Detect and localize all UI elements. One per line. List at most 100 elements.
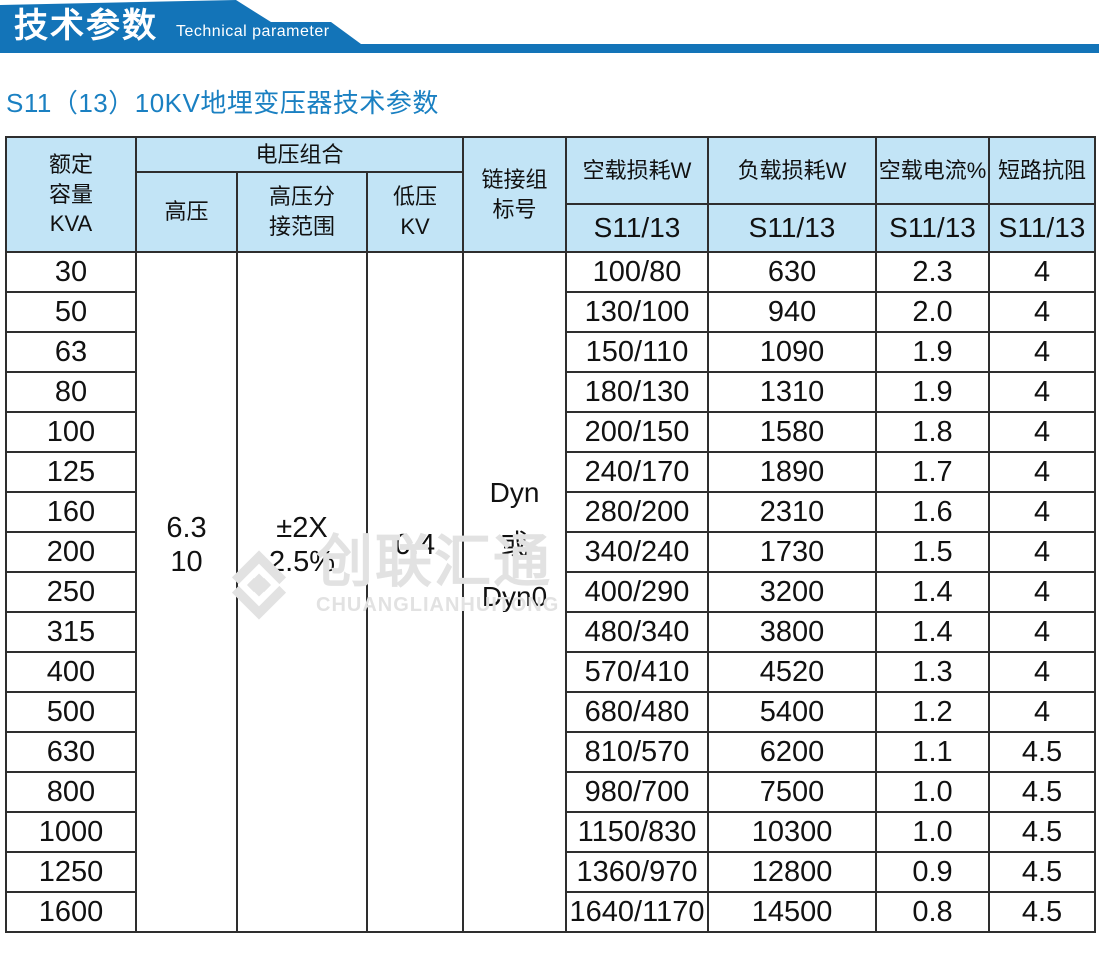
- table-row: 100 200/150 1580 1.8 4: [5, 411, 1097, 453]
- noload-current-cell: 1.1: [875, 731, 991, 773]
- load-loss-cell: 3200: [707, 571, 878, 613]
- load-loss-cell: 1890: [707, 451, 878, 493]
- load-loss-cell: 940: [707, 291, 878, 333]
- load-loss-cell: 6200: [707, 731, 878, 773]
- watermark-text: 创联汇通 CHUANGLIANHUITONG: [316, 532, 559, 617]
- noload-loss-cell: 200/150: [565, 411, 710, 453]
- impedance-cell: 4: [988, 371, 1097, 413]
- noload-loss-cell: 240/170: [565, 451, 710, 493]
- subheader-load-loss-model: S11/13: [707, 203, 878, 253]
- noload-loss-cell: 150/110: [565, 331, 710, 373]
- watermark-text-cn: 创联汇通: [316, 530, 552, 594]
- page-title: S11（13）10KV地埋变压器技术参数: [6, 88, 439, 118]
- table-row: 200 340/240 1730 1.5 4: [5, 531, 1097, 573]
- load-loss-cell: 5400: [707, 691, 878, 733]
- impedance-cell: 4.5: [988, 771, 1097, 813]
- header-voltage-group: 电压组合: [134, 136, 465, 173]
- load-loss-cell: 630: [707, 251, 878, 293]
- noload-loss-cell: 810/570: [565, 731, 710, 773]
- table-row: 250 400/290 3200 1.4 4: [5, 571, 1097, 613]
- noload-current-cell: 2.0: [875, 291, 991, 333]
- table-row: 500 680/480 5400 1.2 4: [5, 691, 1097, 733]
- noload-loss-cell: 100/80: [565, 251, 710, 293]
- table-row: 125 240/170 1890 1.7 4: [5, 451, 1097, 493]
- noload-current-cell: 1.3: [875, 651, 991, 693]
- subheader-noload-loss-model: S11/13: [565, 203, 710, 253]
- noload-current-cell: 1.7: [875, 451, 991, 493]
- noload-loss-cell: 1360/970: [565, 851, 710, 893]
- subheader-impedance-model: S11/13: [988, 203, 1097, 253]
- capacity-cell: 125: [5, 451, 137, 493]
- table-row: 800 980/700 7500 1.0 4.5: [5, 771, 1097, 813]
- capacity-cell: 400: [5, 651, 137, 693]
- noload-loss-cell: 570/410: [565, 651, 710, 693]
- capacity-cell: 800: [5, 771, 137, 813]
- header-load-loss: 负载损耗W: [707, 136, 878, 205]
- noload-loss-cell: 980/700: [565, 771, 710, 813]
- vector-merged-cell: Dyn 或 Dyn0: [462, 251, 568, 933]
- load-loss-cell: 4520: [707, 651, 878, 693]
- tap-merged-cell: ±2X 2.5%: [236, 251, 368, 933]
- subheader-noload-current-model: S11/13: [875, 203, 991, 253]
- load-loss-cell: 7500: [707, 771, 878, 813]
- header-lv: 低压 KV: [365, 171, 465, 253]
- table-area: 创联汇通 CHUANGLIANHUITONG 额定 容量 KVA 电压组合 链接…: [5, 136, 1099, 933]
- load-loss-cell: 1090: [707, 331, 878, 373]
- noload-loss-cell: 340/240: [565, 531, 710, 573]
- impedance-cell: 4: [988, 331, 1097, 373]
- table-row: 1250 1360/970 12800 0.9 4.5: [5, 851, 1097, 893]
- noload-current-cell: 1.9: [875, 331, 991, 373]
- watermark-text-en: CHUANGLIANHUITONG: [316, 594, 560, 616]
- capacity-cell: 500: [5, 691, 137, 733]
- table-row: 630 810/570 6200 1.1 4.5: [5, 731, 1097, 773]
- load-loss-cell: 12800: [707, 851, 878, 893]
- table-row: 63 150/110 1090 1.9 4: [5, 331, 1097, 373]
- impedance-cell: 4.5: [988, 851, 1097, 893]
- load-loss-cell: 1310: [707, 371, 878, 413]
- header-impedance: 短路抗阻: [988, 136, 1097, 205]
- noload-loss-cell: 1640/1170: [565, 891, 710, 933]
- watermark-logo-icon: [231, 550, 287, 620]
- impedance-cell: 4.5: [988, 891, 1097, 933]
- noload-loss-cell: 680/480: [565, 691, 710, 733]
- header-noload-loss: 空载损耗W: [565, 136, 710, 205]
- table-row: 160 280/200 2310 1.6 4: [5, 491, 1097, 533]
- impedance-cell: 4.5: [988, 731, 1097, 773]
- header-tap-range: 高压分 接范围: [236, 171, 368, 253]
- load-loss-cell: 3800: [707, 611, 878, 653]
- impedance-cell: 4: [988, 251, 1097, 293]
- impedance-cell: 4.5: [988, 811, 1097, 853]
- header-hv: 高压: [135, 171, 238, 253]
- table-row: 30 6.3 10 ±2X 2.5% 0.4 Dyn 或 Dyn0 100/80 630 2.…: [5, 251, 1097, 933]
- noload-current-cell: 1.5: [875, 531, 991, 573]
- table-row: 80 180/130 1310 1.9 4: [5, 371, 1097, 413]
- capacity-cell: 1600: [5, 891, 137, 933]
- capacity-cell: 315: [5, 611, 137, 653]
- table-header: 额定 容量 KVA 电压组合 链接组 标号 空载损耗W 负载损耗W 空载电流% …: [5, 136, 1097, 253]
- noload-current-cell: 1.0: [875, 811, 991, 853]
- capacity-cell: 200: [5, 531, 137, 573]
- parameters-table: 额定 容量 KVA 电压组合 链接组 标号 空载损耗W 负载损耗W 空载电流% …: [5, 136, 1097, 933]
- table-row: 1000 1150/830 10300 1.0 4.5: [5, 811, 1097, 853]
- impedance-cell: 4: [988, 411, 1097, 453]
- capacity-cell: 160: [5, 491, 137, 533]
- header-noload-current: 空载电流%: [875, 136, 991, 205]
- impedance-cell: 4: [988, 611, 1097, 653]
- banner-subtitle-en: Technical parameter: [176, 23, 330, 40]
- noload-current-cell: 2.3: [875, 251, 991, 293]
- table-row: 1600 1640/1170 14500 0.8 4.5: [5, 891, 1097, 933]
- noload-loss-cell: 130/100: [565, 291, 710, 333]
- capacity-cell: 1250: [5, 851, 137, 893]
- table-body: 30 6.3 10 ±2X 2.5% 0.4 Dyn 或 Dyn0 100/80 630 2.…: [5, 251, 1097, 933]
- header-capacity: 额定 容量 KVA: [5, 136, 137, 253]
- table-row: 315 480/340 3800 1.4 4: [5, 611, 1097, 653]
- capacity-cell: 250: [5, 571, 137, 613]
- noload-current-cell: 1.9: [875, 371, 991, 413]
- capacity-cell: 30: [5, 251, 137, 293]
- load-loss-cell: 1580: [707, 411, 878, 453]
- banner-title: 技术参数: [14, 7, 158, 45]
- noload-loss-cell: 400/290: [565, 571, 710, 613]
- capacity-cell: 1000: [5, 811, 137, 853]
- impedance-cell: 4: [988, 491, 1097, 533]
- header-vector-group: 链接组 标号: [462, 136, 568, 253]
